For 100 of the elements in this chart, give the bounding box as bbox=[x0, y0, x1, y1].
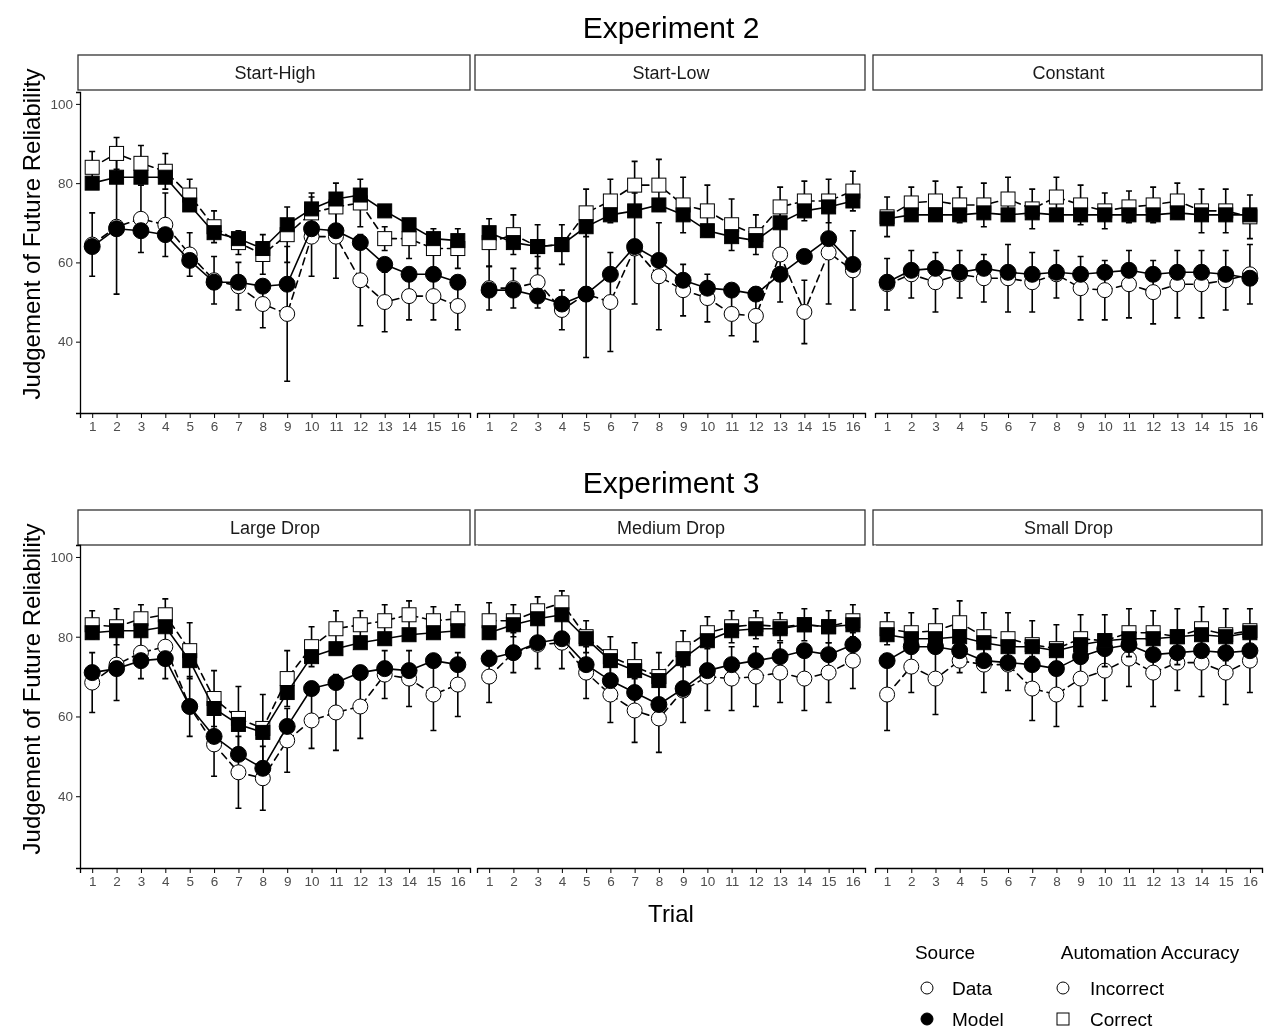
x-tick-label: 6 bbox=[210, 873, 219, 889]
x-axis-title: Trial bbox=[648, 900, 694, 927]
x-tick-label: 9 bbox=[679, 418, 688, 434]
x-tick-label: 2 bbox=[113, 873, 121, 889]
x-tick-label: 1 bbox=[485, 418, 494, 434]
x-tick-label: 8 bbox=[1053, 418, 1061, 434]
x-tick-label: 15 bbox=[1218, 873, 1234, 889]
x-tick-label: 15 bbox=[426, 418, 442, 434]
x-tick-label: 3 bbox=[534, 873, 542, 889]
x-tick-label: 3 bbox=[932, 873, 940, 889]
x-tick-label: 16 bbox=[845, 873, 861, 889]
text: Model bbox=[952, 1009, 1004, 1030]
x-tick-label: 3 bbox=[137, 418, 146, 434]
x-tick-label: 2 bbox=[510, 418, 518, 434]
y-tick-label: 60 bbox=[57, 709, 73, 725]
x-tick-label: 5 bbox=[186, 873, 194, 889]
chart-title: Start-High bbox=[234, 63, 316, 83]
x-tick-label: 7 bbox=[631, 418, 639, 434]
y-tick-label: 80 bbox=[57, 175, 73, 191]
x-tick-label: 13 bbox=[1170, 873, 1186, 889]
y-tick-label: 40 bbox=[57, 334, 73, 350]
x-tick-label: 8 bbox=[655, 873, 664, 889]
x-tick-label: 16 bbox=[1242, 873, 1258, 889]
x-tick-label: 16 bbox=[1242, 418, 1258, 434]
x-tick-label: 7 bbox=[235, 873, 243, 889]
x-tick-label: 13 bbox=[377, 418, 393, 434]
y-axis-title: Judgement of Future Reliability bbox=[18, 523, 45, 855]
x-tick-label: 2 bbox=[908, 873, 916, 889]
x-tick-label: 1 bbox=[88, 418, 97, 434]
x-tick-label: 11 bbox=[725, 873, 740, 889]
x-tick-label: 12 bbox=[353, 873, 369, 889]
x-tick-label: 9 bbox=[679, 873, 688, 889]
text: Source bbox=[914, 942, 976, 963]
x-tick-label: 9 bbox=[283, 873, 292, 889]
text: Automation Accuracy bbox=[1060, 942, 1240, 963]
x-tick-label: 14 bbox=[1194, 873, 1211, 889]
x-tick-label: 15 bbox=[426, 873, 442, 889]
text: Experiment 2 bbox=[582, 11, 760, 44]
x-tick-label: 7 bbox=[1028, 418, 1037, 434]
x-tick-label: 7 bbox=[1028, 873, 1037, 889]
x-tick-label: 12 bbox=[353, 418, 369, 434]
x-tick-label: 5 bbox=[582, 873, 591, 889]
x-tick-label: 8 bbox=[1053, 873, 1061, 889]
x-tick-label: 1 bbox=[883, 418, 892, 434]
y-tick-label: 100 bbox=[50, 549, 73, 565]
chart-title: Start-Low bbox=[632, 63, 711, 83]
x-tick-label: 9 bbox=[1077, 418, 1085, 434]
x-tick-label: 6 bbox=[1004, 873, 1013, 889]
x-tick-label: 16 bbox=[845, 418, 861, 434]
x-tick-label: 8 bbox=[655, 418, 664, 434]
y-tick-label: 80 bbox=[57, 629, 73, 645]
y-tick-label: 40 bbox=[57, 789, 73, 805]
chart-title: Medium Drop bbox=[616, 518, 726, 538]
x-tick-label: 4 bbox=[162, 873, 171, 889]
x-tick-label: 6 bbox=[1004, 418, 1013, 434]
text: Correct bbox=[1090, 1009, 1154, 1030]
chart-title: Large Drop bbox=[229, 518, 321, 538]
y-axis-title: Judgement of Future Reliability bbox=[18, 68, 45, 400]
x-tick-label: 11 bbox=[1122, 418, 1137, 434]
x-tick-label: 3 bbox=[932, 418, 940, 434]
x-tick-label: 10 bbox=[700, 418, 716, 434]
x-tick-label: 16 bbox=[450, 873, 466, 889]
x-tick-label: 2 bbox=[510, 873, 518, 889]
x-tick-label: 11 bbox=[329, 418, 344, 434]
x-tick-label: 4 bbox=[162, 418, 171, 434]
x-tick-label: 12 bbox=[1146, 418, 1162, 434]
x-tick-label: 15 bbox=[821, 418, 837, 434]
x-tick-label: 11 bbox=[329, 873, 344, 889]
x-tick-label: 16 bbox=[450, 418, 466, 434]
x-tick-label: 10 bbox=[304, 418, 320, 434]
x-tick-label: 4 bbox=[956, 418, 965, 434]
x-tick-label: 4 bbox=[956, 873, 965, 889]
x-tick-label: 1 bbox=[88, 873, 97, 889]
x-tick-label: 6 bbox=[210, 418, 219, 434]
x-tick-label: 5 bbox=[582, 418, 591, 434]
x-tick-label: 15 bbox=[821, 873, 837, 889]
y-tick-label: 60 bbox=[57, 255, 73, 271]
x-tick-label: 8 bbox=[259, 418, 268, 434]
text: Incorrect bbox=[1090, 978, 1165, 999]
x-tick-label: 15 bbox=[1218, 418, 1234, 434]
x-tick-label: 3 bbox=[534, 418, 542, 434]
x-tick-label: 14 bbox=[797, 873, 813, 889]
x-tick-label: 7 bbox=[235, 418, 243, 434]
x-tick-label: 1 bbox=[883, 873, 892, 889]
x-tick-label: 5 bbox=[980, 873, 989, 889]
x-tick-label: 11 bbox=[725, 418, 740, 434]
x-tick-label: 14 bbox=[1194, 418, 1211, 434]
x-tick-label: 10 bbox=[700, 873, 716, 889]
x-tick-label: 5 bbox=[980, 418, 989, 434]
x-tick-label: 11 bbox=[1122, 873, 1137, 889]
text: Data bbox=[952, 978, 993, 999]
x-tick-label: 12 bbox=[1146, 873, 1162, 889]
x-tick-label: 14 bbox=[402, 873, 418, 889]
x-tick-label: 13 bbox=[773, 873, 789, 889]
x-tick-label: 4 bbox=[558, 418, 567, 434]
x-tick-label: 14 bbox=[797, 418, 813, 434]
x-tick-label: 12 bbox=[748, 418, 764, 434]
chart-title: Constant bbox=[1032, 63, 1105, 83]
x-tick-label: 10 bbox=[1097, 418, 1113, 434]
x-tick-label: 9 bbox=[1077, 873, 1085, 889]
